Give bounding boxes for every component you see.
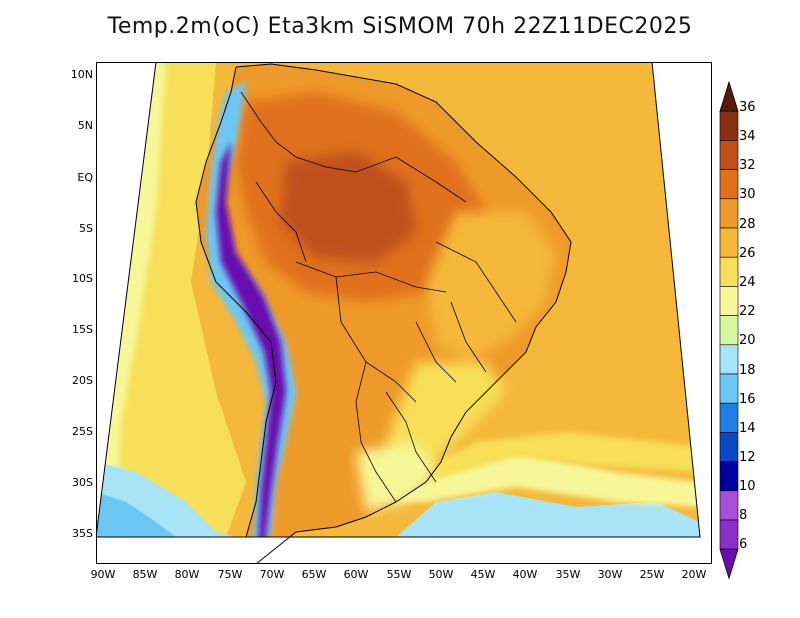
south-atlantic-cool: [396, 492, 700, 537]
colorbar-segment: [719, 490, 739, 521]
lat-label: 10N: [70, 68, 93, 81]
colorbar-segment: [719, 373, 739, 404]
lon-label: 90W: [90, 568, 116, 581]
northeast-warm: [426, 212, 556, 362]
colorbar-segment: [719, 169, 739, 200]
lat-label: 30S: [72, 476, 93, 489]
colorbar-label: 30: [739, 187, 756, 202]
lon-label: 25W: [639, 568, 665, 581]
colorbar-label: 8: [739, 508, 748, 523]
country-borders: [240, 91, 517, 503]
lat-label: 15S: [72, 323, 93, 336]
lon-label: 35W: [555, 568, 581, 581]
colorbar-label: 14: [739, 421, 756, 436]
lon-label: 45W: [470, 568, 496, 581]
colorbar-label: 32: [739, 158, 756, 173]
colorbar-label: 28: [739, 217, 756, 232]
lon-label: 50W: [428, 568, 454, 581]
colorbar-label: 36: [739, 100, 756, 115]
temperature-map: [95, 61, 712, 565]
lon-label: 55W: [386, 568, 412, 581]
colorbar-label: 34: [739, 129, 756, 144]
south-pacific-cold: [96, 492, 176, 537]
lat-label: 10S: [72, 272, 93, 285]
lon-label: 75W: [217, 568, 243, 581]
colorbar-segment: [719, 227, 739, 258]
temperature-colorbar: [719, 80, 739, 580]
lat-label: 20S: [72, 374, 93, 387]
colorbar-label: 20: [739, 333, 756, 348]
colorbar-segment: [719, 432, 739, 462]
colorbar-segment: [719, 315, 739, 346]
lon-label: 40W: [512, 568, 538, 581]
amazon-hottest-core: [281, 152, 416, 262]
lon-label: 30W: [597, 568, 623, 581]
lat-label: EQ: [77, 171, 93, 184]
lon-label: 70W: [259, 568, 285, 581]
colorbar-max-arrow: [719, 80, 739, 112]
colorbar-segment: [719, 519, 739, 550]
colorbar-segment: [719, 110, 739, 141]
lat-label: 5S: [79, 222, 93, 235]
colorbar-segment: [719, 198, 739, 229]
colorbar-label: 18: [739, 363, 756, 378]
map-plot-area: [95, 61, 712, 565]
colorbar-label: 6: [739, 537, 748, 552]
colorbar-segment: [719, 402, 739, 433]
lat-label: 35S: [72, 527, 93, 540]
lon-label: 85W: [132, 568, 158, 581]
colorbar-label: 12: [739, 450, 756, 465]
south-mild: [356, 442, 436, 512]
colorbar-segment: [719, 256, 739, 287]
lon-label: 65W: [301, 568, 327, 581]
lat-label: 5N: [77, 119, 93, 132]
colorbar-label: 24: [739, 275, 756, 290]
lon-label: 60W: [343, 568, 369, 581]
colorbar-label: 10: [739, 479, 756, 494]
colorbar-label: 26: [739, 246, 756, 261]
colorbar-segment: [719, 286, 739, 316]
colorbar-segment: [719, 344, 739, 375]
plot-border: [96, 62, 712, 564]
map-title: Temp.2m(oC) Eta3km SiSMOM 70h 22Z11DEC20…: [107, 14, 693, 39]
andes-cold-band: [216, 142, 286, 537]
colorbar-min-arrow: [719, 548, 739, 580]
colorbar-label: 22: [739, 304, 756, 319]
colorbar-label: 16: [739, 392, 756, 407]
colorbar-segment: [719, 461, 739, 492]
lon-label: 20W: [681, 568, 707, 581]
colorbar-segment: [719, 140, 739, 170]
lon-label: 80W: [174, 568, 200, 581]
coastline: [195, 63, 572, 565]
south-atlantic-mid: [396, 432, 700, 482]
lat-label: 25S: [72, 425, 93, 438]
